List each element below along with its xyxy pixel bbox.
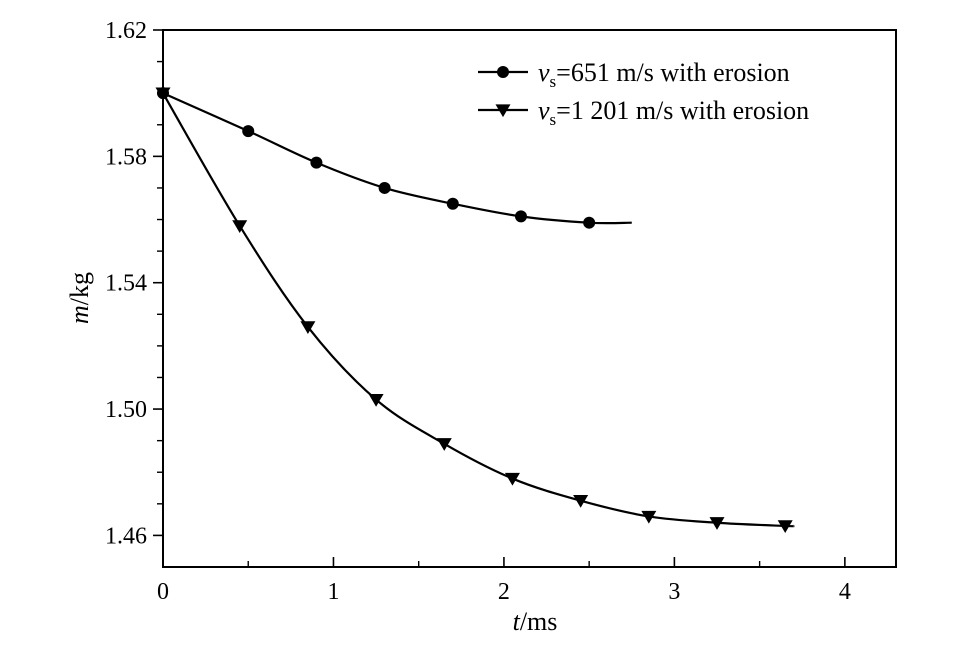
circle-marker: [514, 210, 527, 223]
legend-text-rest: =1 201 m/s with erosion: [556, 96, 809, 125]
x-tick-label: 4: [839, 579, 851, 605]
plot-frame: [162, 29, 897, 568]
y-tick-label: 1.62: [105, 18, 147, 44]
x-tick-label: 0: [157, 579, 169, 605]
plot-area-border: [162, 29, 897, 568]
x-tick-label: 3: [668, 579, 680, 605]
triangle-marker: [641, 510, 657, 524]
triangle-marker: [155, 87, 171, 101]
legend-entry: vs=1 201 m/s with erosion: [478, 96, 809, 129]
triangle-marker: [436, 438, 452, 451]
x-axis-label-italic: t: [513, 607, 521, 636]
legend-var: v: [538, 58, 550, 87]
y-tick-label: 1.46: [105, 523, 147, 549]
y-tick-label: 1.50: [105, 397, 147, 423]
series-2: [155, 87, 795, 534]
triangle-marker: [709, 517, 725, 530]
triangle-marker: [300, 321, 316, 335]
x-tick-label: 1: [327, 579, 339, 605]
triangle-marker: [573, 495, 589, 508]
circle-marker: [583, 216, 596, 229]
triangle-marker: [504, 472, 520, 486]
x-axis-label: t/ms: [513, 607, 558, 636]
legend-label: vs=651 m/s with erosion: [538, 58, 790, 91]
circle-marker: [378, 181, 391, 194]
legend-subscript: s: [550, 110, 557, 129]
x-tick-label: 2: [498, 579, 510, 605]
y-axis-label: m/kg: [65, 272, 94, 324]
circle-marker: [310, 156, 323, 169]
axis-ticks: [153, 29, 846, 567]
y-tick-label: 1.54: [105, 271, 147, 297]
y-axis-label-unit: /kg: [65, 272, 94, 305]
circle-marker: [446, 197, 459, 210]
series-line: [162, 92, 795, 528]
triangle-marker: [368, 393, 384, 407]
y-axis-label-italic: m: [65, 305, 94, 324]
axis-tick-labels: 0 1 2 3 4 1.46 1.50 1.54 1.58 1.62: [105, 18, 851, 605]
triangle-marker: [777, 520, 793, 534]
series-layer: [155, 87, 795, 534]
legend-subscript: s: [550, 72, 557, 91]
series-1: [157, 87, 632, 229]
x-axis-label-unit: /ms: [520, 607, 558, 636]
legend-text-rest: =651 m/s with erosion: [556, 58, 790, 87]
legend-var: v: [538, 96, 550, 125]
y-tick-label: 1.58: [105, 144, 147, 170]
legend-marker: [497, 66, 509, 78]
legend-label: vs=1 201 m/s with erosion: [538, 96, 809, 129]
legend-entry: vs=651 m/s with erosion: [478, 58, 790, 91]
triangle-marker: [232, 220, 248, 233]
circle-marker: [242, 125, 255, 138]
legend-marker: [495, 104, 511, 118]
